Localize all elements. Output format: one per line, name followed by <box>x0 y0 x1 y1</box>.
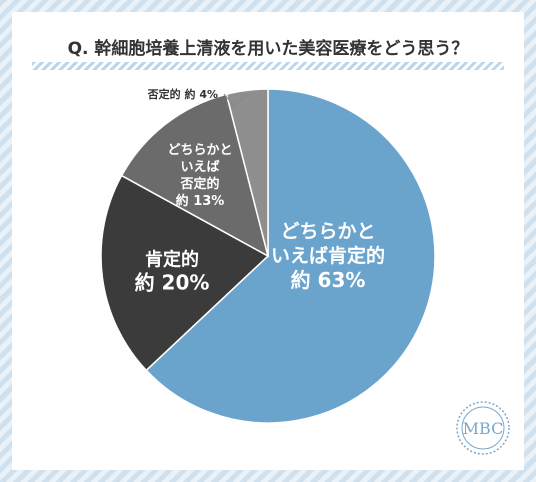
slice-value-1: 約 20% <box>135 271 210 295</box>
pie-slice-1 <box>100 174 270 372</box>
pie-slice-0 <box>145 88 436 424</box>
page-title: Q. 幹細胞培養上清液を用いた美容医療をどう思う？ <box>67 39 469 59</box>
slice-label-1-line-0: 肯定的 <box>145 248 199 270</box>
pie-slice-2 <box>120 93 270 258</box>
pie-slice-3 <box>225 88 269 257</box>
title-underline <box>32 62 504 70</box>
slice-label-2-line-2: 否定的 <box>179 176 219 192</box>
slice-label-3: 否定的 約 4% <box>147 87 218 101</box>
slice-value-2: 約 13% <box>176 193 225 209</box>
slice-label-0-line-1: いえば肯定的 <box>271 244 385 267</box>
mbc-logo: MBC <box>456 401 510 455</box>
slice-label-2-line-1: いえば <box>180 160 219 175</box>
slice-value-0: 約 63% <box>291 268 366 292</box>
chart-card: Q. 幹細胞培養上清液を用いた美容医療をどう思う？ どちらかと いえば肯定的約 6… <box>12 12 524 470</box>
slice-label-0-line-0: どちらかと <box>280 220 375 242</box>
slice-label-2-line-0: どちらかと <box>167 143 232 158</box>
logo-text: MBC <box>463 419 504 438</box>
leader-line-3 <box>223 93 248 107</box>
